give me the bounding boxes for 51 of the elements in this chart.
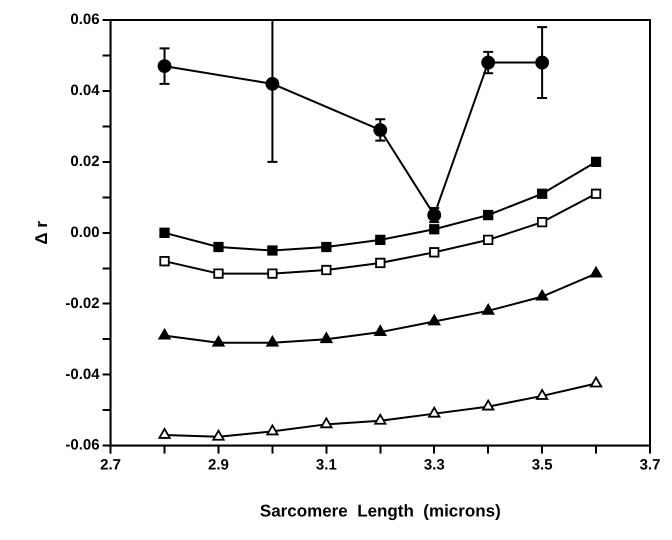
- y-tick-label: -0.06: [65, 436, 100, 454]
- point: [320, 417, 332, 428]
- point: [212, 336, 225, 347]
- point: [590, 156, 602, 168]
- x-tick-label: 3.7: [640, 456, 660, 474]
- point: [590, 188, 602, 199]
- point: [536, 217, 548, 228]
- point: [428, 314, 440, 326]
- point: [158, 428, 171, 439]
- point: [375, 258, 386, 268]
- point: [213, 268, 224, 279]
- point: [213, 242, 224, 252]
- point: [159, 256, 170, 266]
- point: [429, 224, 440, 234]
- point: [590, 266, 602, 278]
- y-tick-label: 0.04: [70, 82, 100, 100]
- point: [159, 228, 170, 238]
- point: [266, 424, 279, 436]
- y-axis-title: Δ r: [32, 220, 51, 245]
- y-tick-label: 0.06: [70, 11, 100, 28]
- point: [428, 406, 440, 418]
- y-tick-label: 0.02: [70, 153, 100, 170]
- point: [374, 414, 386, 425]
- point: [429, 247, 440, 258]
- point: [536, 188, 548, 199]
- point: [483, 210, 494, 220]
- x-tick-label: 3.3: [424, 456, 445, 474]
- point: [590, 376, 602, 388]
- point: [321, 242, 332, 252]
- point: [158, 328, 171, 340]
- point: [266, 336, 279, 347]
- x-tick-label: 2.7: [100, 456, 122, 474]
- x-tick-label: 3.1: [316, 456, 337, 474]
- y-tick-label: -0.02: [65, 294, 100, 312]
- x-tick-label: 3.5: [532, 456, 553, 474]
- x-tick-label: 2.9: [208, 456, 229, 474]
- y-tick-label: -0.04: [65, 366, 100, 383]
- point: [482, 304, 494, 315]
- y-tick-label: 0.00: [70, 224, 100, 241]
- point: [374, 325, 386, 336]
- point: [212, 430, 225, 441]
- point: [536, 290, 548, 301]
- point: [536, 389, 548, 400]
- point: [267, 268, 278, 279]
- x-axis-title: Sarcomere Length (microns): [260, 501, 501, 520]
- point: [321, 264, 332, 276]
- point: [267, 245, 278, 256]
- point: [482, 400, 494, 410]
- point: [320, 332, 332, 344]
- point: [483, 234, 494, 246]
- point: [375, 234, 386, 246]
